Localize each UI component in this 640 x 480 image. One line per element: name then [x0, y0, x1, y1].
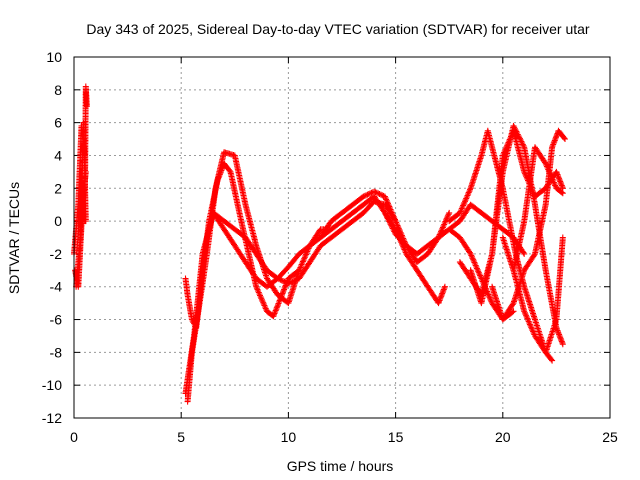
- x-tick-label: 25: [602, 429, 618, 445]
- plus-markers: [71, 83, 568, 405]
- axis-ticks: [73, 56, 611, 419]
- y-tick-label: -6: [50, 312, 63, 328]
- y-tick-label: 10: [46, 49, 62, 65]
- plot-frame: [73, 56, 611, 419]
- x-tick-label: 20: [495, 429, 511, 445]
- y-tick-label: 0: [54, 213, 62, 229]
- x-axis-label: GPS time / hours: [287, 458, 394, 474]
- y-tick-label: 8: [54, 82, 62, 98]
- x-tick-label: 0: [70, 429, 78, 445]
- y-tick-label: -2: [50, 246, 63, 262]
- y-tick-label: 6: [54, 115, 62, 131]
- data-points: [71, 83, 568, 405]
- y-axis-label: SDTVAR / TECUs: [6, 182, 22, 294]
- x-tick-label: 15: [388, 429, 404, 445]
- x-tick-label: 5: [177, 429, 185, 445]
- y-tick-label: -8: [50, 344, 63, 360]
- chart-title: Day 343 of 2025, Sidereal Day-to-day VTE…: [86, 21, 590, 37]
- y-tick-label: 2: [54, 180, 62, 196]
- y-tick-label: -4: [50, 279, 63, 295]
- y-tick-label: -12: [42, 410, 62, 426]
- grid-lines: [74, 57, 610, 418]
- x-tick-label: 10: [281, 429, 297, 445]
- y-tick-label: -10: [42, 377, 62, 393]
- y-tick-labels: -12 -10 -8 -6 -4 -2 0 2 4 6 8 10: [42, 49, 62, 426]
- y-tick-label: 4: [54, 147, 62, 163]
- x-tick-labels: 0 5 10 15 20 25: [70, 429, 618, 445]
